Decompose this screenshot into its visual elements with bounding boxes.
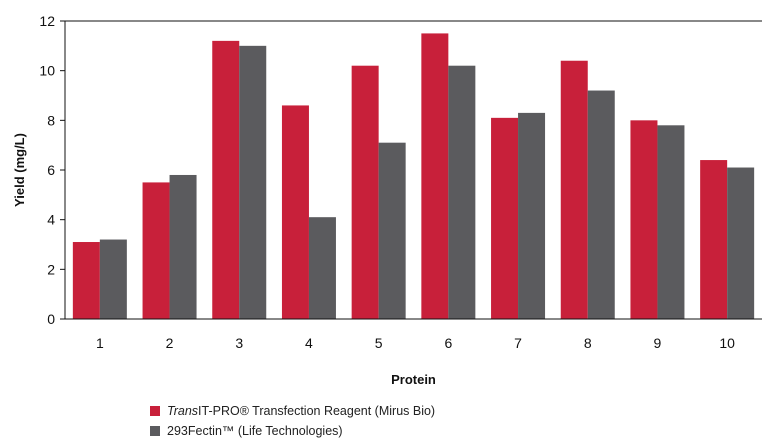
y-tick-label: 12: [39, 13, 55, 29]
bar-series1-protein-2: [142, 182, 170, 319]
bar-series1-protein-4: [281, 105, 309, 319]
bar-series2-protein-9: [657, 125, 685, 319]
legend-item-293fectin: 293Fectin™ (Life Technologies): [150, 421, 435, 441]
bar-series1-protein-6: [421, 33, 449, 320]
legend-label-293fectin: 293Fectin™ (Life Technologies): [167, 424, 343, 438]
x-tick-label: 3: [235, 335, 243, 351]
x-axis-ticks: 1 2 3 4 5 6 7 8 9 10: [96, 335, 735, 351]
bar-series2-protein-5: [378, 142, 406, 319]
y-tick-label: 10: [39, 63, 55, 79]
x-tick-label: 1: [96, 335, 104, 351]
legend: TransIT-PRO® Transfection Reagent (Mirus…: [150, 401, 435, 441]
y-tick-label: 2: [47, 261, 55, 277]
y-axis-title: Yield (mg/L): [12, 133, 27, 207]
x-axis-title: Protein: [391, 372, 436, 387]
y-tick-label: 6: [47, 162, 55, 178]
bar-series2-protein-1: [99, 239, 127, 319]
legend-label-transit-pro: TransIT-PRO® Transfection Reagent (Mirus…: [167, 404, 436, 418]
bar-series2-protein-8: [587, 90, 615, 320]
x-tick-label: 7: [514, 335, 522, 351]
bars-group: [72, 33, 755, 320]
legend-swatch-transit-pro: [150, 406, 160, 416]
x-tick-label: 5: [375, 335, 383, 351]
y-tick-label: 0: [47, 311, 55, 327]
bar-series2-protein-3: [239, 45, 267, 319]
bar-series1-protein-5: [351, 65, 379, 319]
x-tick-label: 6: [444, 335, 452, 351]
bar-series1-protein-3: [212, 40, 240, 319]
bar-series1-protein-10: [700, 160, 728, 319]
y-axis-ticks: 0 2 4 6 8 10 12: [39, 13, 65, 327]
legend-swatch-293fectin: [150, 426, 160, 436]
y-tick-label: 4: [47, 212, 55, 228]
x-tick-label: 10: [719, 335, 735, 351]
bar-series2-protein-2: [169, 174, 197, 319]
x-tick-label: 8: [584, 335, 592, 351]
bar-series2-protein-6: [448, 65, 476, 319]
bar-series2-protein-4: [308, 217, 336, 319]
bar-series1-protein-9: [630, 120, 658, 319]
y-tick-label: 8: [47, 112, 55, 128]
bar-series2-protein-7: [518, 112, 546, 319]
x-tick-label: 4: [305, 335, 313, 351]
bar-series1-protein-8: [560, 60, 588, 319]
x-tick-label: 2: [166, 335, 174, 351]
legend-item-transit-pro: TransIT-PRO® Transfection Reagent (Mirus…: [150, 401, 435, 421]
x-tick-label: 9: [654, 335, 662, 351]
bar-series1-protein-7: [491, 117, 519, 319]
bar-series2-protein-10: [727, 167, 755, 319]
bar-series1-protein-1: [72, 242, 100, 319]
